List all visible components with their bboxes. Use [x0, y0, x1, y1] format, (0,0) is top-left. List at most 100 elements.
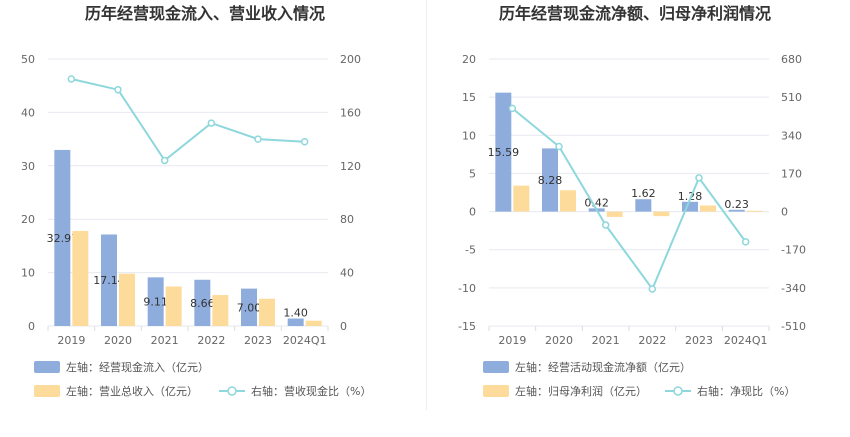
bar-primary — [635, 199, 652, 212]
line-point — [508, 104, 517, 113]
line-point — [67, 75, 76, 83]
line-point — [648, 285, 657, 293]
right-axis-tick-label: 0 — [340, 320, 347, 333]
right-axis-tick-label: 160 — [340, 106, 361, 119]
left-axis-tick-label: 5 — [469, 167, 476, 180]
x-axis-tick-label: 2021 — [151, 334, 179, 347]
bar-secondary — [212, 295, 229, 326]
x-axis-tick-label: 2024Q1 — [283, 334, 327, 347]
left-axis-tick-label: 20 — [462, 53, 476, 66]
x-axis-tick-label: 2022 — [638, 334, 666, 347]
x-axis-tick-label: 2022 — [197, 334, 225, 347]
left-axis-tick-label: -15 — [458, 320, 476, 333]
x-axis-tick-label: 2023 — [685, 334, 713, 347]
bar-primary — [101, 234, 117, 326]
legend-label: 左轴：经营活动现金流净额（亿元） — [515, 360, 691, 374]
line-point — [254, 135, 262, 143]
right-axis-tick-label: 40 — [340, 267, 354, 280]
bar-secondary — [560, 190, 576, 212]
bar-secondary — [746, 210, 763, 212]
chart-cashflow-revenue: 历年经营现金流入、营业收入情况 0 10 20 30 40 50 0 40 80 120 160 200… — [21, 4, 371, 398]
right-axis-tick-label: -510 — [781, 320, 806, 333]
legend-line-marker — [227, 386, 237, 396]
left-axis-tick-label: 0 — [28, 320, 35, 333]
bar-secondary — [119, 273, 135, 326]
left-axis-tick-label: 20 — [21, 213, 35, 226]
chart-panel-netcash-profit: 历年经营现金流净额、归母净利润情况 -15 -10 -5 0 5 10 15 20 -510 -34… — [425, 0, 850, 437]
right-axis-tick-label: -170 — [781, 244, 806, 257]
chart-netcash-profit: 历年经营现金流净额、归母净利润情况-15-10-505101520-510-34… — [458, 4, 806, 398]
right-axis-tick-label: 170 — [781, 167, 802, 180]
line-point — [207, 119, 216, 127]
legend-swatch — [483, 361, 509, 373]
bar-secondary — [259, 298, 275, 326]
bar-primary — [495, 92, 512, 212]
legend-label: 右轴：净现比（%） — [697, 384, 795, 398]
right-axis-tick-label: 200 — [340, 53, 361, 66]
left-axis-tick-label: -10 — [458, 282, 476, 295]
bar-primary — [728, 209, 745, 212]
series-line — [71, 78, 305, 162]
left-axis-tick-label: 0 — [469, 206, 476, 219]
bar-primary — [241, 288, 257, 326]
bar-data-label: 7.00 — [237, 301, 262, 314]
bar-secondary — [700, 205, 716, 212]
chart-panel-cashflow-revenue: 历年经营现金流入、营业收入情况 0 10 20 30 40 50 0 40 80 120 160 200… — [21, 4, 371, 398]
legend-label: 右轴：营收现金比（%） — [251, 384, 371, 398]
line-point — [160, 156, 169, 165]
bar-secondary — [513, 185, 530, 212]
line-point — [695, 174, 703, 182]
bar-primary — [287, 318, 304, 326]
legend-swatch — [34, 385, 60, 397]
bar-secondary — [72, 230, 89, 326]
right-axis-tick-label: 340 — [781, 129, 802, 142]
line-point — [555, 142, 563, 151]
panel-divider — [426, 0, 427, 410]
x-axis-tick-label: 2021 — [592, 334, 620, 347]
left-axis-tick-label: 15 — [462, 91, 476, 104]
bar-data-label: 0.42 — [584, 196, 609, 209]
right-axis-tick-label: 0 — [781, 206, 788, 219]
right-axis-tick-label: 80 — [340, 213, 354, 226]
legend-swatch — [34, 361, 60, 373]
line-point — [601, 221, 610, 229]
right-axis-tick-label: 680 — [781, 53, 802, 66]
line-point — [300, 138, 309, 146]
left-axis-tick-label: -5 — [465, 244, 476, 257]
bar-data-label: 9.11 — [143, 296, 168, 309]
bar-secondary — [606, 211, 623, 217]
bar-primary — [54, 149, 71, 326]
left-axis-tick-label: 10 — [462, 129, 476, 142]
series-line — [511, 107, 747, 291]
bar-secondary — [653, 211, 670, 217]
legend-label: 左轴：归母净利润（亿元） — [515, 384, 647, 398]
bar-primary — [682, 201, 698, 212]
legend-line-marker — [673, 386, 683, 396]
line-point — [114, 85, 122, 94]
right-axis-tick-label: -340 — [781, 282, 806, 295]
x-axis-tick-label: 2020 — [104, 334, 132, 347]
x-axis-tick-label: 2019 — [498, 334, 526, 347]
x-axis-tick-label: 2023 — [244, 334, 272, 347]
chart-title: 历年经营现金流入、营业收入情况 — [85, 4, 325, 23]
right-axis-tick-label: 120 — [340, 160, 361, 173]
right-axis-tick-label: 510 — [781, 91, 802, 104]
bar-data-label: 15.59 — [488, 146, 519, 159]
bar-secondary — [165, 286, 182, 326]
bar-data-label: 17.14 — [93, 274, 125, 287]
bar-secondary — [305, 320, 322, 326]
bar-data-label: 1.28 — [678, 190, 703, 203]
x-axis-tick-label: 2019 — [57, 334, 85, 347]
left-axis-tick-label: 30 — [21, 160, 35, 173]
line-point — [741, 238, 750, 246]
x-axis-tick-label: 2024Q1 — [724, 334, 768, 347]
bar-primary — [194, 279, 211, 326]
left-axis-tick-label: 10 — [21, 267, 35, 280]
bar-data-label: 1.40 — [283, 307, 308, 320]
bar-data-label: 1.62 — [631, 187, 656, 200]
legend-label: 左轴：经营现金流入（亿元） — [66, 360, 209, 374]
legend-label: 左轴：营业总收入（亿元） — [66, 384, 198, 398]
bar-data-label: 8.66 — [190, 297, 215, 310]
x-axis-tick-label: 2020 — [545, 334, 573, 347]
left-axis-tick-label: 40 — [21, 106, 35, 119]
